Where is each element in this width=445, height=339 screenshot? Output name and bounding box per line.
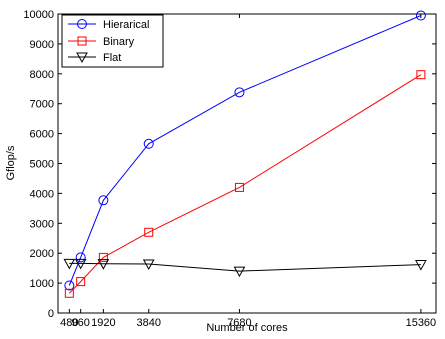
legend-label-binary: Binary [103,36,135,48]
y-tick-label: 1000 [30,278,54,290]
y-tick-label: 7000 [30,99,54,111]
data-point-binary [98,252,108,262]
series-layer [63,10,427,298]
data-point-flat [74,258,87,270]
data-point-hierarical [143,138,154,149]
data-point-hierarical [415,10,426,21]
x-tick-label: 960 [72,317,90,329]
y-tick-label: 6000 [30,129,54,141]
legend-marker-hierarical [77,19,87,29]
y-tick-label: 4000 [30,188,54,200]
data-point-binary [144,227,154,237]
series-line-binary [68,74,422,294]
y-tick-label: 8000 [30,69,54,81]
data-point-hierarical [75,252,86,263]
data-point-hierarical [234,87,245,98]
data-point-hierarical [64,280,75,291]
y-tick-label: 0 [48,308,54,320]
x-axis-title: Number of cores [206,322,288,334]
y-tick-label: 3000 [30,218,54,230]
legend-label-hierarical: Hierarical [103,19,149,31]
x-tick-label: 7680 [227,317,251,329]
y-tick-label: 10000 [23,9,54,21]
x-tick-label: 1920 [91,317,115,329]
y-axis-title: Gflop/s [5,145,17,180]
data-point-hierarical [98,195,109,206]
data-point-binary [76,277,86,287]
x-tick-label: 15360 [406,317,437,329]
y-tick-label: 2000 [30,248,54,260]
x-tick-label: 3840 [136,317,160,329]
legend: Hierarical Binary Flat [61,14,164,68]
data-point-flat [233,266,246,278]
series-line-flat [69,262,421,272]
data-point-flat [97,259,110,270]
data-point-binary [416,70,426,80]
legend-label-flat: Flat [103,52,121,64]
y-tick-label: 5000 [30,159,54,171]
x-tick-label: 480 [60,317,78,329]
legend-marker-flat [76,52,88,64]
series-line-hierarical [68,15,422,286]
data-point-binary [64,288,74,298]
data-point-binary [234,182,244,192]
legend-marker-binary [77,36,87,46]
data-point-flat [142,259,155,270]
data-point-flat [415,260,427,271]
data-point-flat [63,258,76,270]
y-tick-label: 9000 [30,39,54,51]
axis-ticks: 0 1000 2000 3000 4000 5000 6000 7000 8000 9000 100… [23,9,436,329]
